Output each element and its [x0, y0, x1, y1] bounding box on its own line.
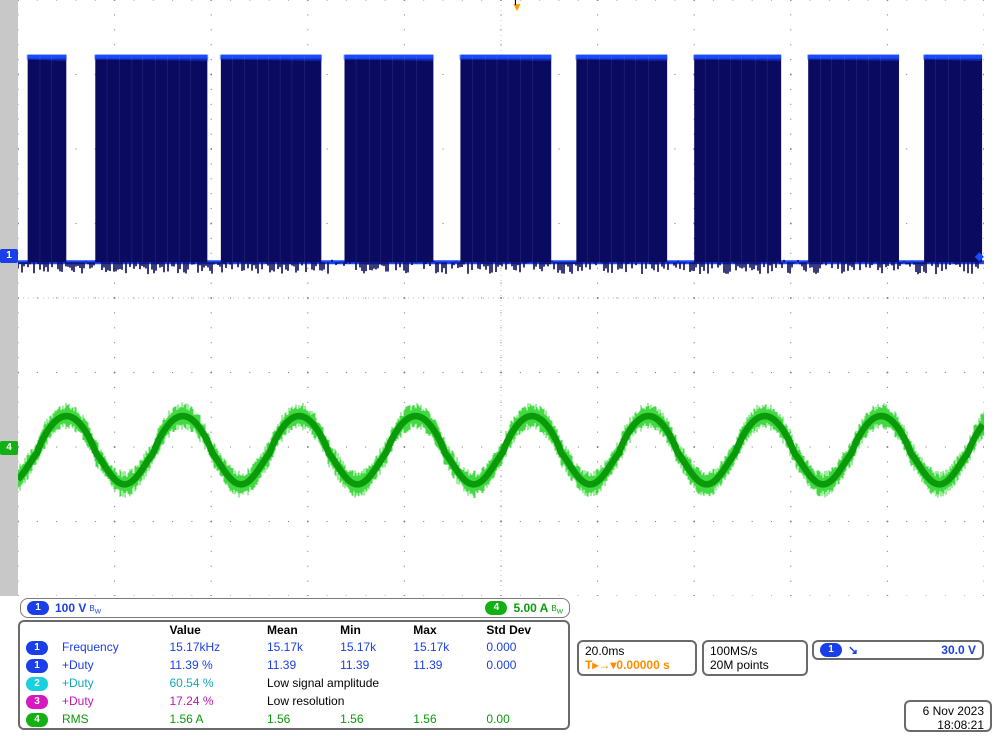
- ch1-scale: 100 V: [55, 601, 86, 615]
- meas-note: Low resolution: [261, 692, 568, 710]
- meas-mean: 1.56: [261, 710, 334, 728]
- meas-value: 11.39 %: [163, 656, 261, 674]
- ch4-scale: 5.00 A: [513, 601, 548, 615]
- meas-mean: 11.39: [261, 656, 334, 674]
- timebase-scale: 20.0ms: [585, 644, 689, 658]
- channel-scale-bar: 1 100 V BW 4 5.00 A BW: [20, 598, 570, 618]
- trigger-slope-icon: ↘: [848, 643, 860, 657]
- trigger-source-pill: 1: [820, 643, 842, 657]
- ch1-ground-marker: 1: [0, 249, 18, 263]
- record-length: 20M points: [710, 658, 800, 672]
- meas-min: 11.39: [334, 656, 407, 674]
- meas-header: Mean: [261, 622, 334, 638]
- measurement-row: 2 +Duty60.54 %Low signal amplitude: [20, 674, 568, 692]
- timestamp-box: 6 Nov 2023 18:08:21: [904, 700, 992, 732]
- meas-min: 1.56: [334, 710, 407, 728]
- measurement-row: 4RMS1.56 A1.561.561.560.00: [20, 710, 568, 728]
- ch1-pill: 1: [27, 601, 49, 615]
- meas-std: 0.000: [480, 638, 568, 656]
- measurement-row: 1+Duty11.39 %11.3911.3911.390.000: [20, 656, 568, 674]
- measurements-table: ValueMeanMinMaxStd Dev 1 Frequency15.17kHz…: [20, 622, 568, 728]
- oscilloscope-screen: 1 4 VU IU T ◆ 1 100 V BW 4 5.00 A BW Val…: [0, 0, 1000, 736]
- meas-ch-pill: 3: [26, 695, 48, 709]
- sampling-box: 100MS/s 20M points: [702, 640, 808, 676]
- sample-rate: 100MS/s: [710, 644, 800, 658]
- meas-value: 17.24 %: [163, 692, 261, 710]
- meas-max: 15.17k: [407, 638, 480, 656]
- meas-name: +Duty: [56, 692, 163, 710]
- measurements-panel: ValueMeanMinMaxStd Dev 1 Frequency15.17kHz…: [18, 620, 570, 730]
- meas-header: Min: [334, 622, 407, 638]
- ch4-bw-icon: BW: [551, 604, 563, 616]
- timebase-box: 20.0ms T▸→▾0.00000 s: [577, 640, 697, 676]
- trigger-offset-icon: T▸→▾: [585, 658, 616, 672]
- ch4-ground-marker: 4: [0, 441, 18, 455]
- meas-ch-pill: 1: [26, 641, 48, 655]
- meas-ch-pill: 4: [26, 713, 48, 727]
- meas-mean: 15.17k: [261, 638, 334, 656]
- ch1-right-arrow-icon: ◆: [975, 249, 984, 263]
- meas-value: 1.56 A: [163, 710, 261, 728]
- meas-std: 0.000: [480, 656, 568, 674]
- date: 6 Nov 2023: [912, 704, 984, 718]
- meas-value: 15.17kHz: [163, 638, 261, 656]
- meas-name: RMS: [56, 710, 163, 728]
- meas-note: Low signal amplitude: [261, 674, 568, 692]
- waveform-grid: T ◆: [18, 0, 984, 596]
- trigger-level: 30.0 V: [941, 643, 976, 657]
- meas-name: Frequency: [56, 638, 163, 656]
- meas-max: 11.39: [407, 656, 480, 674]
- meas-header: Std Dev: [480, 622, 568, 638]
- meas-min: 15.17k: [334, 638, 407, 656]
- measurement-row: 3 +Duty17.24 %Low resolution: [20, 692, 568, 710]
- meas-value: 60.54 %: [163, 674, 261, 692]
- ch4-pill: 4: [485, 601, 507, 615]
- trigger-offset: 0.00000 s: [616, 658, 669, 672]
- trigger-box: 1 ↘ 30.0 V: [812, 640, 984, 660]
- meas-name: +Duty: [56, 656, 163, 674]
- trigger-position-marker: T: [510, 0, 524, 14]
- meas-header: Max: [407, 622, 480, 638]
- meas-ch-pill: 1: [26, 659, 48, 673]
- meas-max: 1.56: [407, 710, 480, 728]
- meas-header: Value: [163, 622, 261, 638]
- measurement-row: 1Frequency15.17kHz15.17k15.17k15.17k0.00…: [20, 638, 568, 656]
- left-margin: [0, 0, 18, 596]
- meas-name: +Duty: [56, 674, 163, 692]
- waveform-svg: [18, 0, 984, 596]
- meas-ch-pill: 2: [26, 677, 48, 691]
- time: 18:08:21: [912, 718, 984, 732]
- ch1-bw-icon: BW: [89, 604, 101, 616]
- meas-std: 0.00: [480, 710, 568, 728]
